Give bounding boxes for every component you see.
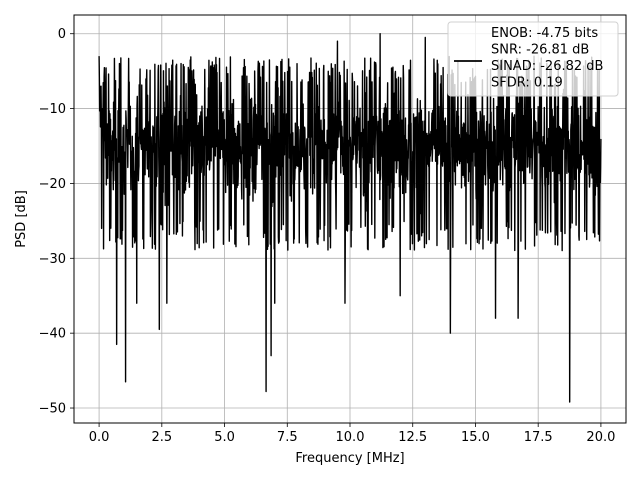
x-tick-label: 12.5 <box>398 430 427 445</box>
legend-entry-line: SINAD: -26.82 dB <box>491 59 603 74</box>
x-tick-label: 20.0 <box>586 430 615 445</box>
x-tick-label: 10.0 <box>336 430 365 445</box>
y-tick-label: −10 <box>39 102 66 117</box>
legend-entry-line: SFDR: 0.19 <box>491 76 563 91</box>
x-tick-label: 0.0 <box>89 430 110 445</box>
x-tick-label: 17.5 <box>524 430 553 445</box>
y-ticks: 0 −10 −20 −30 −40 −50 <box>39 27 74 417</box>
y-tick-label: −50 <box>39 402 66 417</box>
y-axis-label: PSD [dB] <box>14 190 29 248</box>
x-ticks: 0.0 2.5 5.0 7.5 10.0 12.5 15.0 17.5 20.0 <box>89 423 615 445</box>
y-tick-label: 0 <box>58 27 66 42</box>
x-tick-label: 2.5 <box>151 430 172 445</box>
x-axis-label: Frequency [MHz] <box>295 451 404 466</box>
y-tick-label: −30 <box>39 252 66 267</box>
x-tick-label: 7.5 <box>277 430 298 445</box>
psd-line <box>98 33 602 403</box>
legend-entry-line: SNR: -26.81 dB <box>491 43 589 58</box>
y-tick-label: −20 <box>39 177 66 192</box>
x-tick-label: 5.0 <box>214 430 235 445</box>
y-tick-label: −40 <box>39 327 66 342</box>
legend-entry-line: ENOB: -4.75 bits <box>491 26 598 41</box>
legend-box <box>447 21 619 97</box>
x-tick-label: 15.0 <box>461 430 490 445</box>
psd-series-path <box>98 33 602 403</box>
